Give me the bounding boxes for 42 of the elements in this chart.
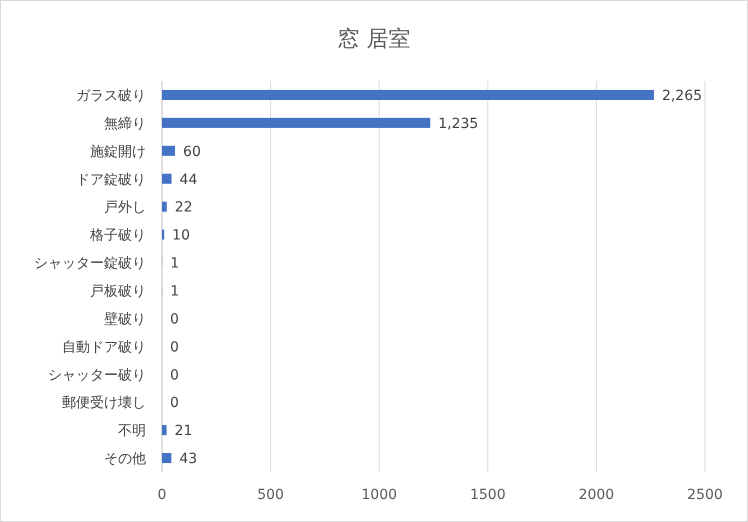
x-tick-label: 1000 [361, 487, 398, 503]
bar [162, 118, 430, 128]
y-tick-label: シャッター破り [48, 367, 146, 384]
y-tick-label: ガラス破り [76, 88, 146, 104]
y-tick-label: シャッター錠破り [34, 256, 146, 272]
y-tick-label: 郵便受け壊し [62, 395, 146, 412]
x-tick-label: 1500 [470, 487, 506, 503]
y-tick-label: 戸板破り [90, 283, 146, 300]
data-label: 0 [170, 339, 179, 356]
x-tick-label: 2000 [578, 487, 614, 503]
y-tick-label: 不明 [118, 423, 146, 440]
data-label: 22 [174, 200, 193, 216]
y-tick-label: 格子破り [89, 228, 146, 244]
x-tick-label: 500 [257, 487, 284, 503]
y-tick-label: 無締り [104, 116, 146, 132]
data-label: 21 [174, 423, 192, 440]
data-label: 2,265 [662, 88, 702, 104]
data-label: 1 [170, 283, 180, 300]
x-tick-label: 2500 [687, 487, 723, 503]
data-label: 44 [180, 172, 198, 188]
data-label: 0 [170, 311, 179, 328]
bar [162, 90, 654, 100]
bar [162, 146, 176, 156]
y-tick-label: 施錠開け [90, 144, 146, 160]
chart-title: 窓 居室 [338, 27, 410, 52]
bar [162, 174, 172, 184]
data-label: 1 [170, 256, 180, 272]
y-tick-label: 戸外し [104, 200, 146, 216]
data-label: 0 [170, 367, 179, 384]
x-tick-label: 0 [158, 487, 166, 503]
data-label: 1,235 [438, 116, 478, 132]
y-tick-label: その他 [104, 451, 146, 468]
y-tick-label: 自動ドア破り [62, 339, 146, 356]
data-label: 0 [170, 395, 179, 412]
data-label: 10 [172, 228, 190, 244]
data-label: 60 [183, 144, 201, 160]
y-tick-label: ドア錠破り [76, 172, 146, 188]
data-label: 43 [179, 451, 198, 468]
bar [162, 453, 172, 464]
y-tick-label: 壁破り [104, 311, 146, 328]
bar [162, 202, 167, 212]
bar [162, 425, 167, 436]
